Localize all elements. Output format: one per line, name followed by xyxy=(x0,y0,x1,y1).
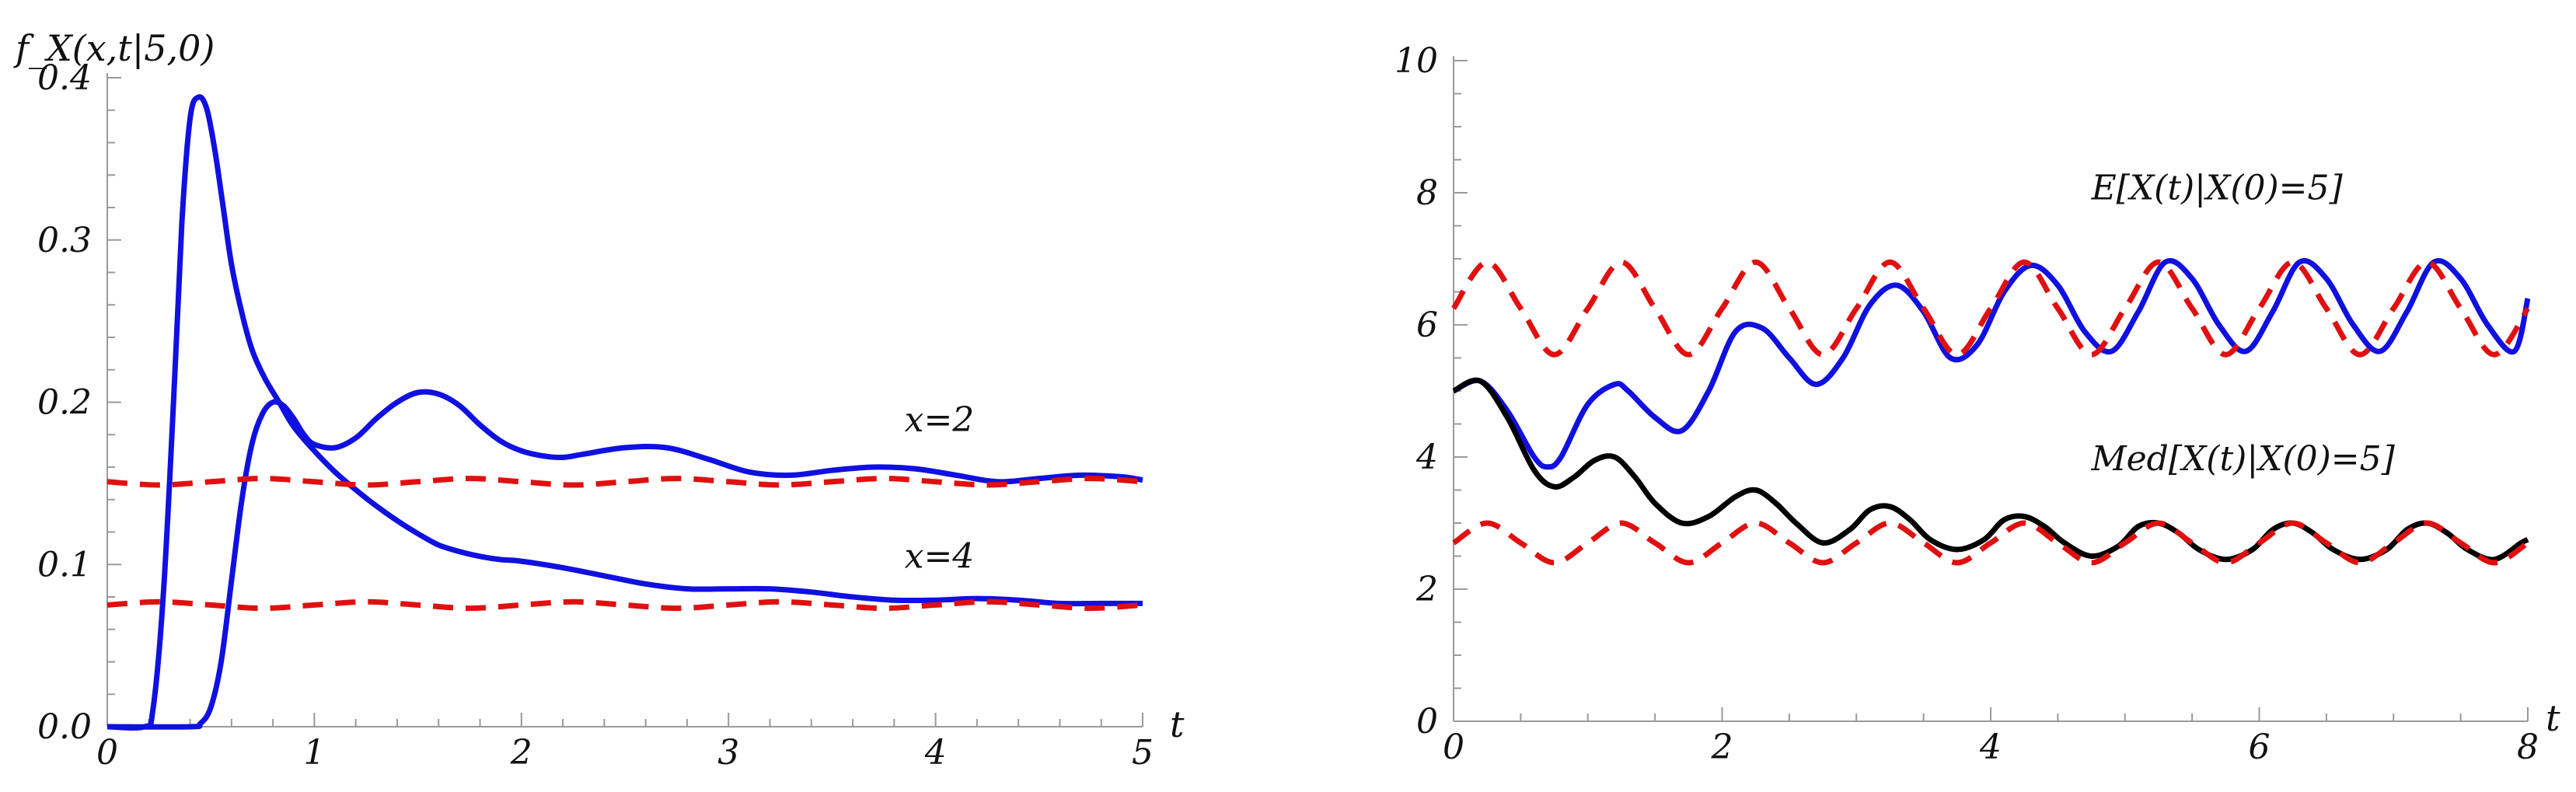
right-y-tick-label: 10 xyxy=(1394,41,1438,81)
right-annotation: Med[X(t)|X(0)=5] xyxy=(2091,439,2396,479)
right-annotations: E[X(t)|X(0)=5] Med[X(t)|X(0)=5] xyxy=(2091,169,2396,480)
left-axes: 0 1 2 3 4 5 0.0 0.1 0.2 0.3 0.4 xyxy=(37,58,1154,773)
left-y-tick-label: 0.1 xyxy=(37,545,92,584)
left-annotation: x=4 xyxy=(905,536,975,576)
right-chart: 0 2 4 6 8 0 2 4 6 8 10 E[X(t)|X(0)=5] Med[X(t)|X(0)… xyxy=(1394,41,2560,767)
right-series-e-x-t-x-0-5 xyxy=(1452,258,2531,470)
right-x-tick-label: 4 xyxy=(1979,727,2002,767)
right-x-tick-label: 2 xyxy=(1711,727,1733,767)
right-series xyxy=(1451,258,2531,566)
right-x-tick-label: 8 xyxy=(2517,727,2539,767)
right-y-tick-label: 2 xyxy=(1415,570,1438,609)
left-annotations: x=2 x=4 xyxy=(905,400,975,576)
left-series-x-4-dashed xyxy=(106,598,1143,612)
right-x-axis-label: t xyxy=(2546,697,2560,739)
left-series-x-2-solid xyxy=(106,94,1143,731)
right-annotation: E[X(t)|X(0)=5] xyxy=(2091,169,2344,208)
left-x-tick-label: 0 xyxy=(96,733,118,773)
left-x-tick-label: 1 xyxy=(303,733,325,773)
left-series xyxy=(106,94,1143,731)
right-y-tick-label: 4 xyxy=(1415,438,1438,477)
right-series-e-stationary-dashed xyxy=(1451,259,2530,358)
left-series-x-2-dashed xyxy=(106,476,1143,488)
left-chart: f_X(x,t|5,0) 0 1 2 3 4 50.00.10.20.30.4 x=2x=… xyxy=(13,27,1185,773)
left-y-tick-label: 0.2 xyxy=(37,383,92,423)
right-x-tick-label: 6 xyxy=(2249,727,2271,767)
right-series-med-stationary-dashed xyxy=(1452,520,2529,566)
left-x-tick-label: 2 xyxy=(510,733,532,773)
left-x-tick-label: 3 xyxy=(717,733,739,773)
left-y-axis-label: f_X(x,t|5,0) xyxy=(13,27,215,69)
left-annotation: x=2 xyxy=(905,400,975,440)
left-y-tick-label: 0.0 xyxy=(37,707,92,747)
right-series-med-x-t-x-0-5 xyxy=(1452,377,2529,563)
right-y-tick-label: 6 xyxy=(1416,305,1438,345)
left-x-tick-label: 4 xyxy=(924,733,947,773)
left-y-tick-label: 0.4 xyxy=(37,58,92,98)
right-y-tick-label: 8 xyxy=(1416,173,1438,213)
right-x-tick-label: 0 xyxy=(1443,727,1464,767)
left-series-x-4-solid xyxy=(106,389,1143,730)
right-y-tick-label: 0 xyxy=(1416,702,1438,741)
right-axes: 0 2 4 6 8 0 2 4 6 8 10 xyxy=(1394,41,2539,767)
left-y-tick-label: 0.3 xyxy=(37,221,92,260)
left-x-tick-label: 5 xyxy=(1132,733,1154,773)
left-x-axis-label: t xyxy=(1170,703,1185,745)
